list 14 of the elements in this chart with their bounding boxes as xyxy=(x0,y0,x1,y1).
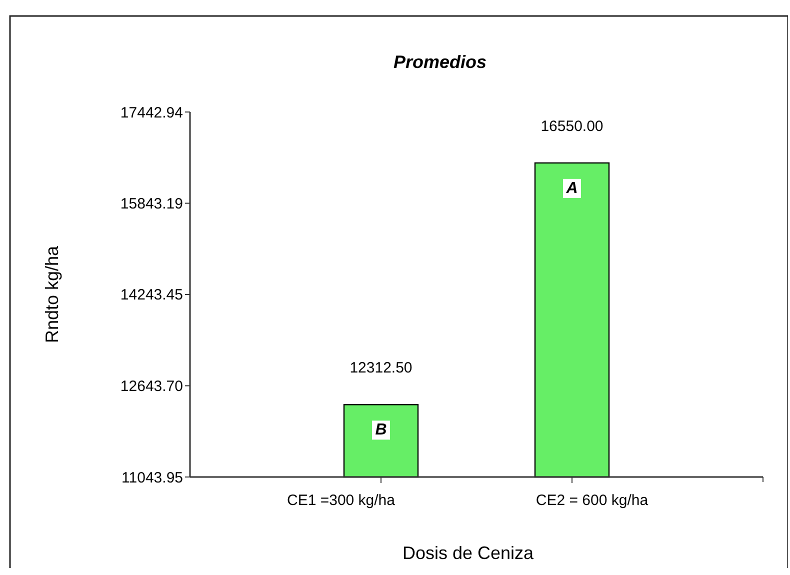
data-label: 16550.00 xyxy=(540,118,604,135)
x-tick-label: CE1 =300 kg/ha xyxy=(287,492,396,509)
y-axis-title: Rndto kg/ha xyxy=(42,244,62,344)
x-tick-label: CE2 = 600 kg/ha xyxy=(536,492,649,509)
y-tick-label: 12643.70 xyxy=(120,378,183,395)
data-label: 12312.50 xyxy=(350,360,412,377)
x-axis-title: Dosis de Ceniza xyxy=(402,543,535,563)
annotation: B xyxy=(375,422,387,439)
y-tick-label: 11043.95 xyxy=(122,469,183,486)
y-tick-label: 15843.19 xyxy=(120,196,183,212)
y-tick-label: 17442.94 xyxy=(120,104,183,122)
chart-title: Promedios xyxy=(393,52,487,72)
y-tick-label: 14243.45 xyxy=(120,286,183,304)
annotation: A xyxy=(565,180,578,197)
